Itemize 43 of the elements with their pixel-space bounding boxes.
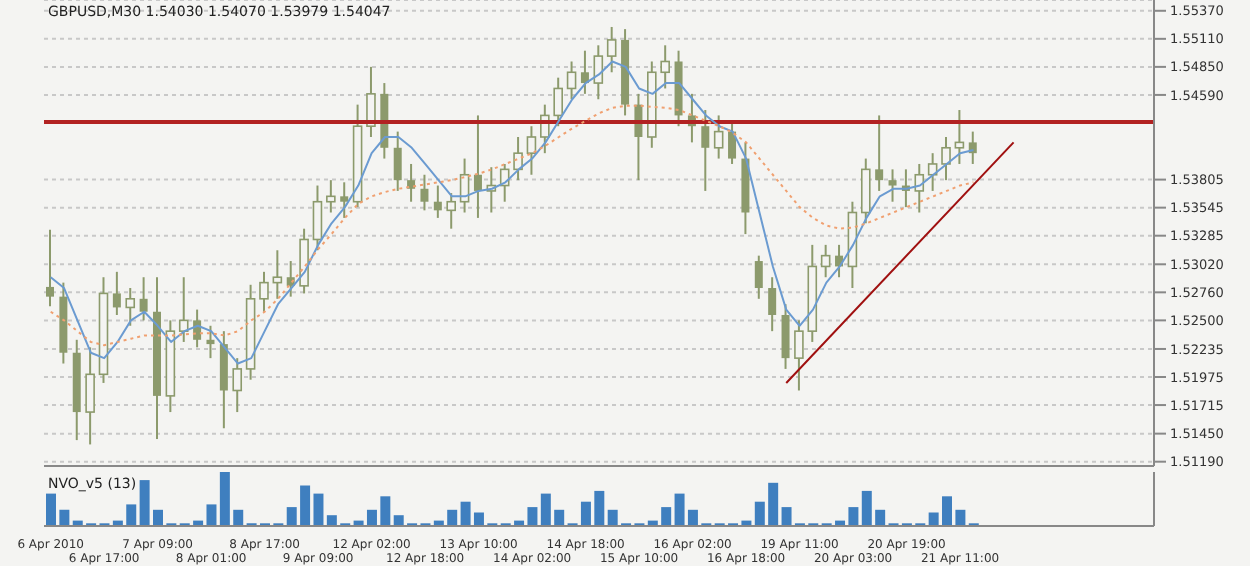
- candlestick: [566, 60, 577, 101]
- candlestick: [713, 114, 724, 160]
- candlestick: [754, 254, 763, 300]
- candlestick: [312, 184, 323, 252]
- candlestick: [888, 168, 897, 203]
- candlestick: [85, 346, 95, 446]
- candlestick: [272, 249, 283, 300]
- candlestick: [206, 324, 215, 360]
- candlestick: [259, 270, 269, 313]
- candlestick: [513, 136, 523, 182]
- candlestick: [433, 184, 442, 219]
- candlestick: [927, 152, 938, 192]
- candlestick: [968, 130, 977, 165]
- candlestick: [407, 162, 416, 203]
- candlestick: [941, 136, 951, 182]
- candlestick: [446, 192, 456, 230]
- candlestick: [914, 162, 925, 214]
- candlestick: [860, 157, 871, 225]
- candlestick: [219, 330, 228, 430]
- candlestick: [46, 228, 54, 308]
- candlestick: [112, 270, 121, 316]
- candlestick: [340, 181, 349, 219]
- candlestick: [393, 130, 402, 192]
- candlestick: [178, 276, 189, 343]
- candlestick: [326, 179, 336, 214]
- candlestick: [420, 173, 429, 212]
- candlestick: [473, 114, 482, 219]
- candlestick: [580, 49, 589, 95]
- candlestick: [606, 25, 617, 74]
- candlestick: [781, 303, 790, 370]
- candlestick: [820, 243, 831, 279]
- candlestick: [728, 119, 737, 165]
- candlestick: [299, 227, 309, 295]
- candlestick: [232, 357, 243, 414]
- candlestick: [701, 109, 710, 192]
- candlestick: [526, 125, 537, 176]
- candlestick: [875, 114, 884, 192]
- candlestick: [125, 287, 136, 327]
- candlestick: [954, 109, 965, 165]
- candlestick: [768, 276, 777, 333]
- candlestick: [366, 65, 376, 138]
- candlestick: [139, 276, 148, 322]
- line-series: [49, 104, 975, 347]
